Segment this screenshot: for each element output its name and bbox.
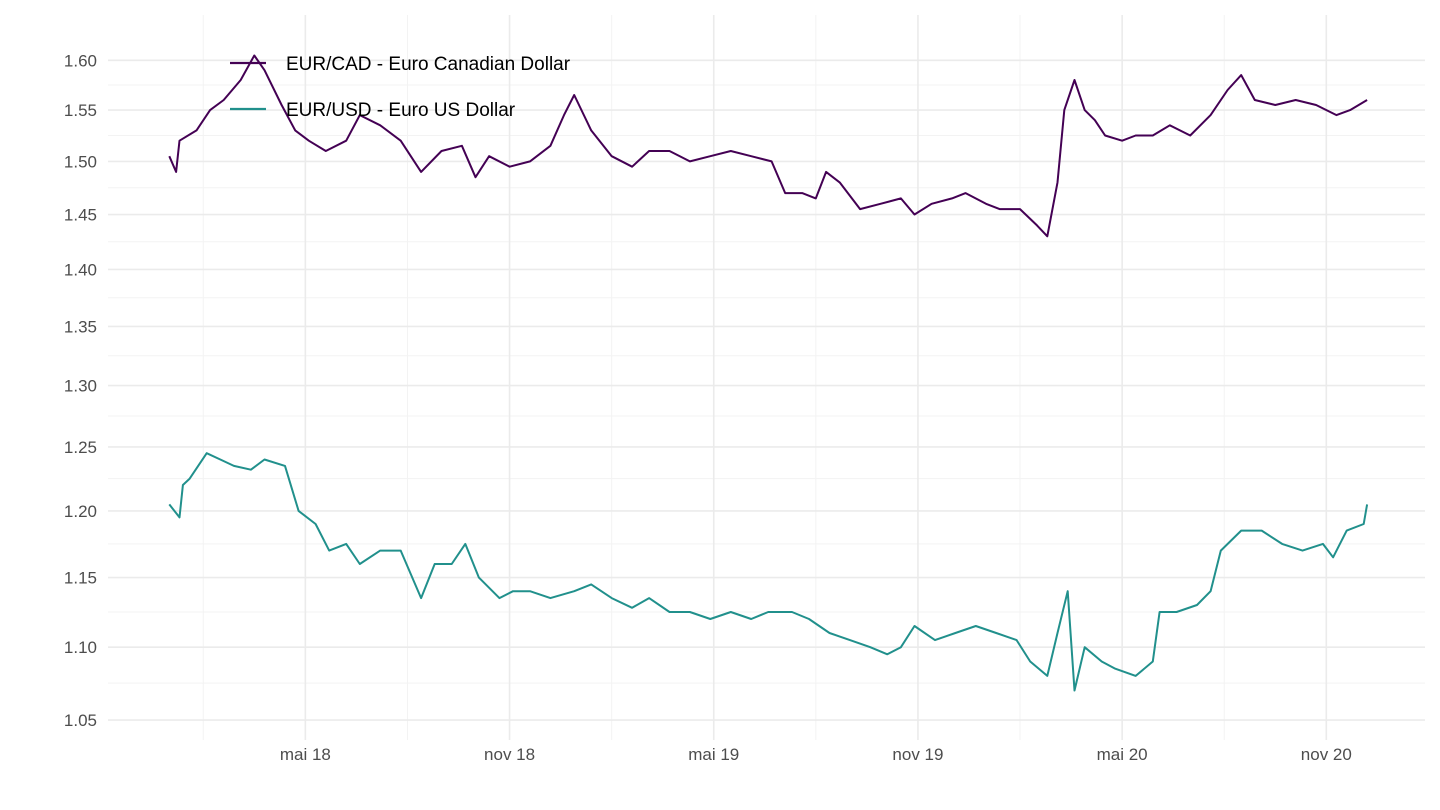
y-tick-label: 1.25 — [64, 438, 97, 457]
y-tick-label: 1.40 — [64, 260, 97, 279]
x-tick-label: mai 19 — [688, 745, 739, 764]
y-tick-label: 1.45 — [64, 206, 97, 225]
x-axis-tick-labels: mai 18 nov 18 mai 19 nov 19 mai 20 nov 20 — [280, 745, 1352, 764]
y-tick-label: 1.55 — [64, 101, 97, 120]
series-line-eur-cad — [168, 54, 1368, 238]
series-lines — [168, 54, 1369, 692]
y-tick-label: 1.05 — [64, 711, 97, 730]
x-tick-label: nov 20 — [1301, 745, 1352, 764]
y-tick-label: 1.50 — [64, 152, 97, 171]
legend-label-eur-usd: EUR/USD - Euro US Dollar — [286, 100, 516, 121]
y-tick-label: 1.20 — [64, 502, 97, 521]
series-line-eur-usd — [168, 452, 1369, 692]
x-tick-label: mai 18 — [280, 745, 331, 764]
legend-label-eur-cad: EUR/CAD - Euro Canadian Dollar — [286, 54, 571, 75]
y-tick-label: 1.10 — [64, 638, 97, 657]
y-tick-label: 1.30 — [64, 377, 97, 396]
x-tick-label: nov 19 — [892, 745, 943, 764]
legend: EUR/CAD - Euro Canadian Dollar EUR/USD -… — [230, 54, 571, 121]
major-gridlines — [108, 15, 1425, 740]
x-tick-label: nov 18 — [484, 745, 535, 764]
x-tick-label: mai 20 — [1097, 745, 1148, 764]
y-tick-label: 1.35 — [64, 317, 97, 336]
y-axis-tick-labels: 1.05 1.10 1.15 1.20 1.25 1.30 1.35 1.40 1.45 1.50… — [64, 51, 97, 730]
minor-gridlines — [108, 15, 1425, 740]
y-tick-label: 1.15 — [64, 569, 97, 588]
y-tick-label: 1.60 — [64, 51, 97, 70]
